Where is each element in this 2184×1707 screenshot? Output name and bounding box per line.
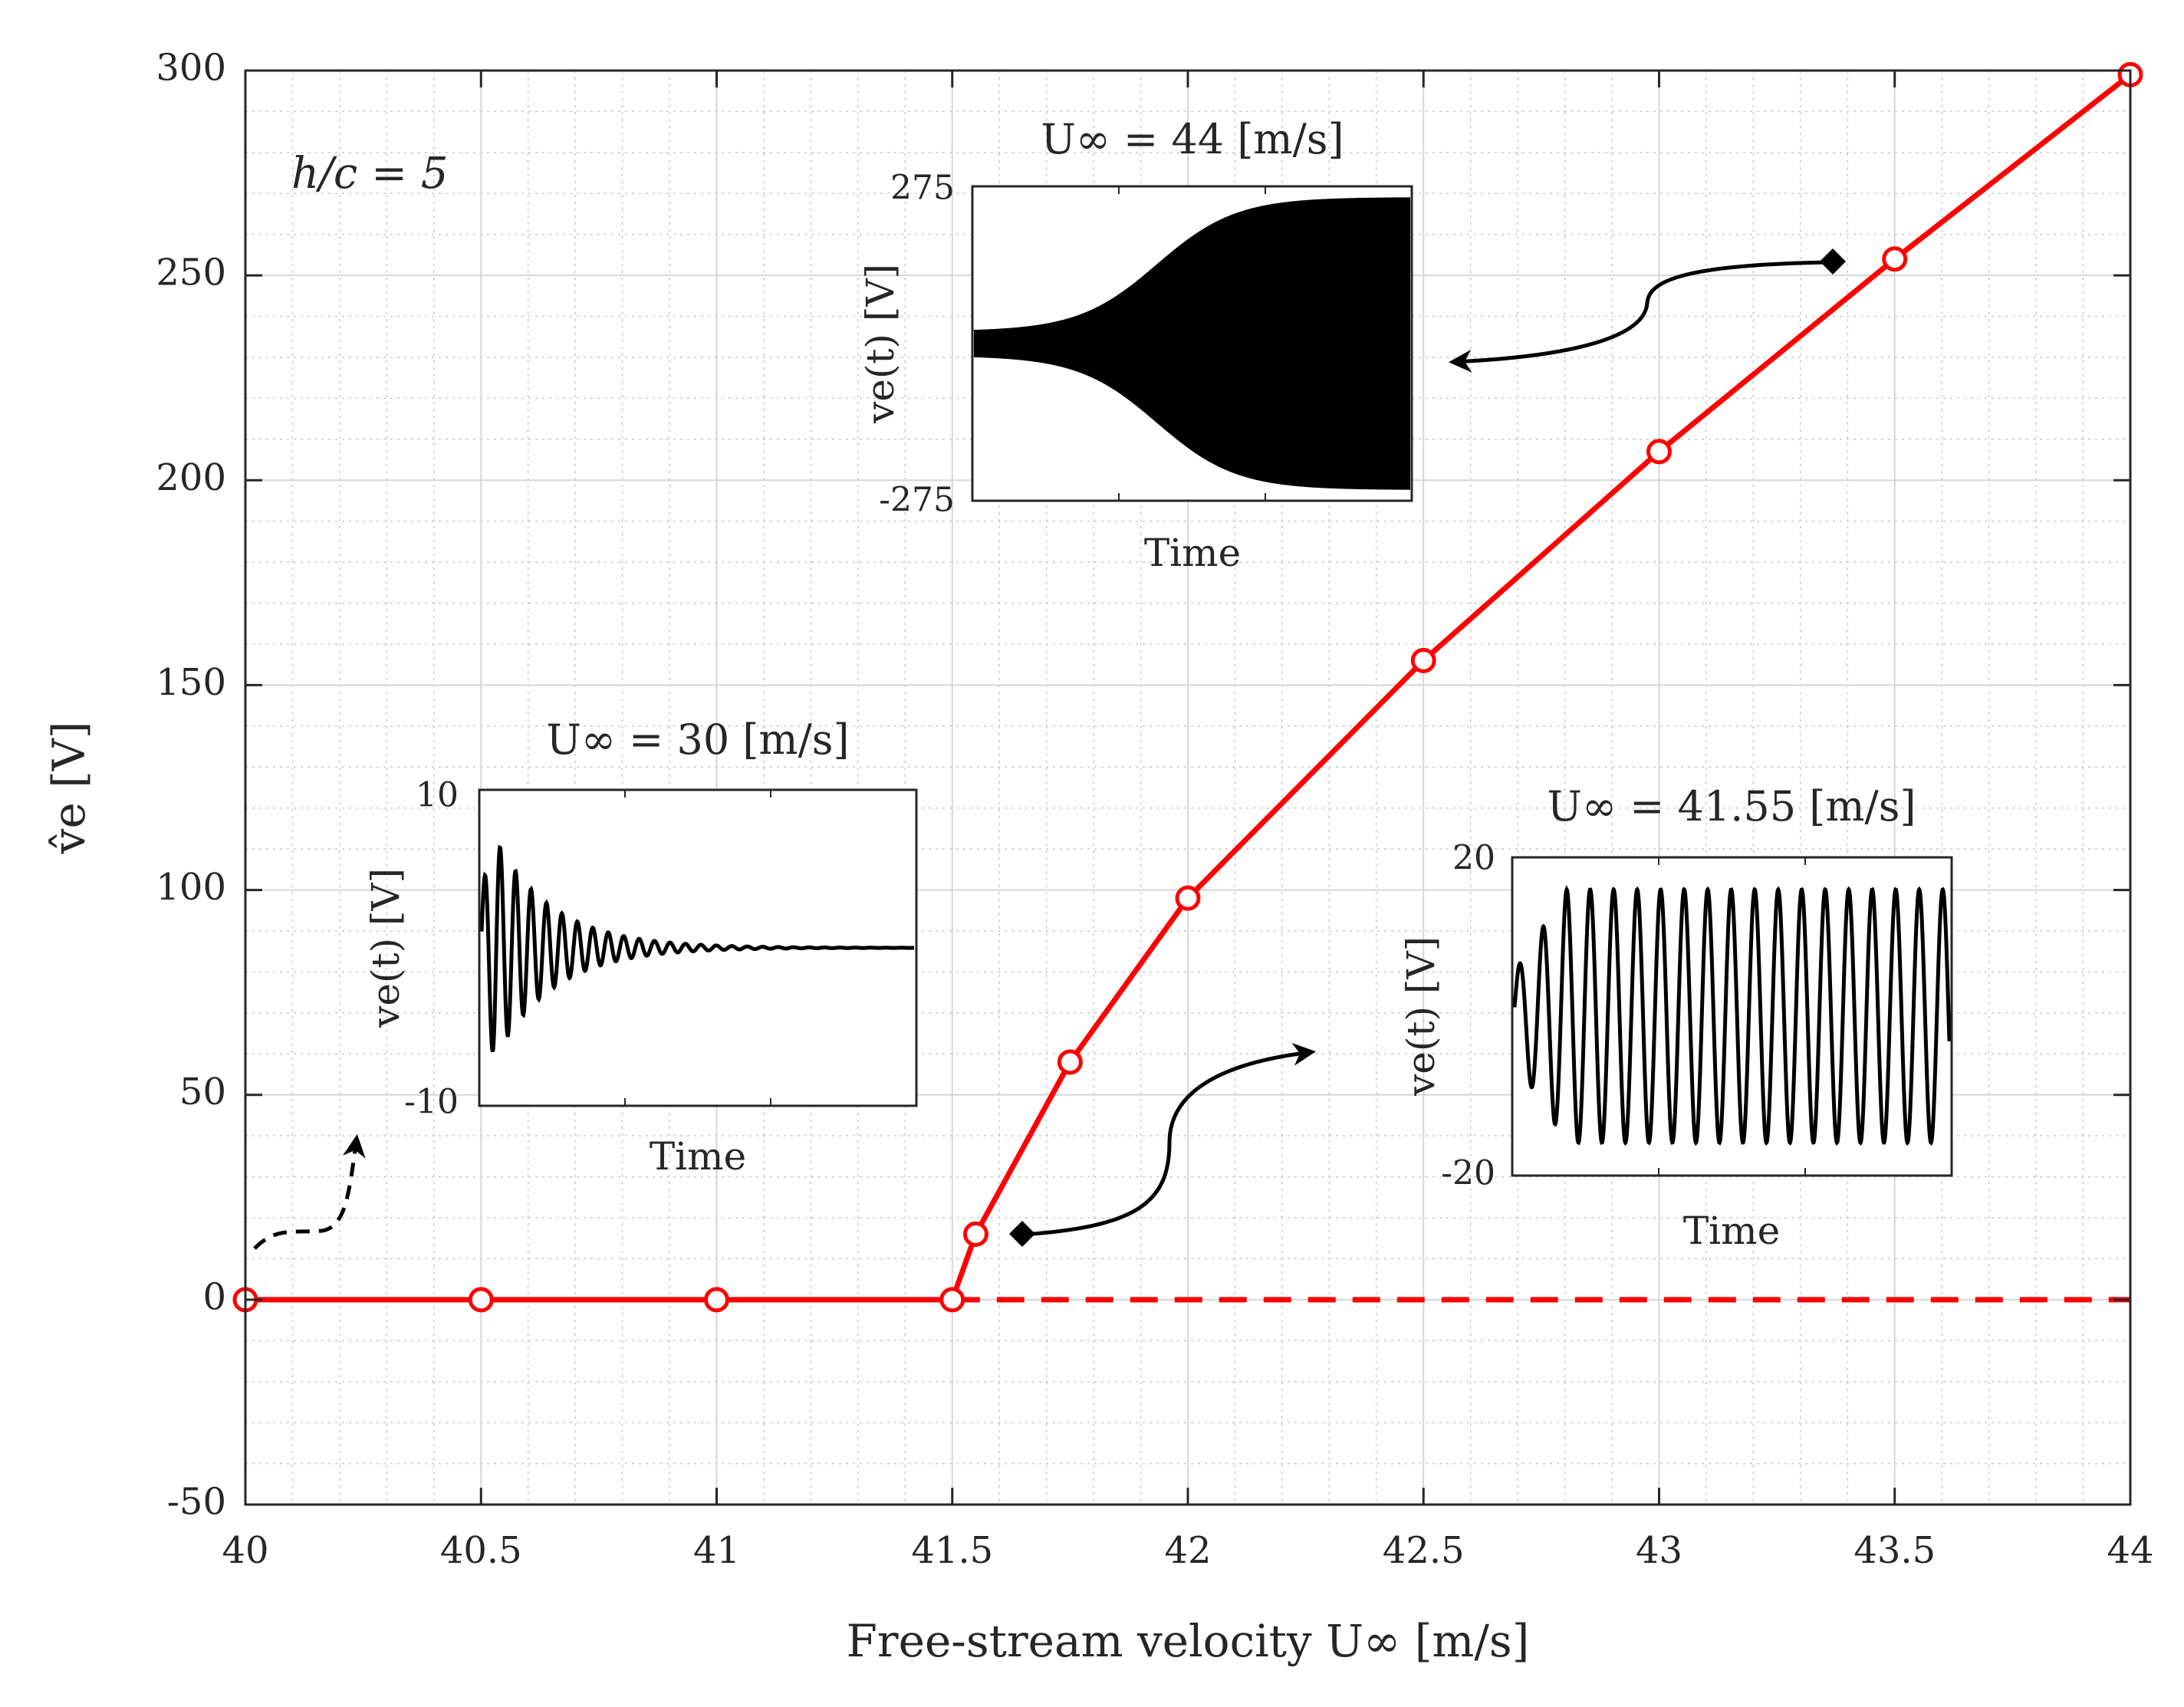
x-axis-label: Free-stream velocity U∞ [m/s] — [847, 1615, 1530, 1667]
annotation-h-c: h/c = 5 — [291, 149, 448, 199]
y-tick-label: 50 — [179, 1071, 226, 1113]
y-tick-label: -50 — [167, 1481, 226, 1524]
y-tick-label: 100 — [156, 866, 226, 909]
data-point-marker — [704, 1287, 729, 1313]
inset-41-55-signal — [1512, 885, 1952, 1146]
data-point-marker — [939, 1287, 965, 1313]
inset-30-ymin: -10 — [404, 1083, 459, 1122]
y-tick-label: 150 — [156, 661, 226, 704]
inset-44-ticks — [1118, 186, 1266, 501]
diamond-marker-41-55 — [1009, 1221, 1035, 1247]
data-point-marker — [1057, 1049, 1083, 1075]
inset-41-55-xlabel: Time — [1683, 1209, 1780, 1253]
data-point-marker — [962, 1221, 988, 1247]
inset-44-signal-envelope — [974, 197, 1410, 490]
inset-30-title: U∞ = 30 [m/s] — [546, 715, 849, 764]
inset-30-ticks — [624, 790, 771, 1106]
inset-30-ymax: 10 — [416, 776, 459, 815]
data-point-marker — [1175, 885, 1201, 911]
x-tick-label: 42.5 — [1383, 1529, 1465, 1572]
inset-41-55-ymax: 20 — [1452, 839, 1495, 878]
data-point-marker — [1410, 647, 1436, 673]
x-tick-label: 43.5 — [1853, 1529, 1936, 1572]
arrow-to-inset-41-55 — [1021, 1042, 1316, 1237]
inset-41-55-box — [1511, 856, 1953, 1177]
inset-44-ymax: 275 — [890, 169, 955, 208]
inset-44-xlabel: Time — [1144, 531, 1241, 575]
diamond-marker-44 — [1820, 248, 1846, 275]
data-point-marker — [1882, 246, 1908, 272]
y-axis-label: v̂e [V] — [43, 722, 95, 855]
x-tick-label: 41.5 — [911, 1529, 993, 1572]
x-tick-label: 40.5 — [440, 1529, 522, 1572]
y-tick-label: 300 — [156, 47, 226, 90]
inset-41-55: U∞ = 41.55 [m/s] 20 -20 Time ve(t) [V] — [1399, 782, 1953, 1253]
inset-44-ymin: -275 — [879, 481, 955, 520]
inset-41-55-title: U∞ = 41.55 [m/s] — [1547, 782, 1916, 830]
data-point-marker — [468, 1287, 494, 1313]
x-tick-label: 43 — [1636, 1529, 1682, 1572]
connector-arrows — [253, 248, 1846, 1250]
x-tick-label: 42 — [1164, 1529, 1211, 1572]
data-point-marker — [1646, 439, 1672, 465]
inset-41-55-ylabel: ve(t) [V] — [1399, 936, 1443, 1097]
inset-30-xlabel: Time — [650, 1134, 746, 1179]
y-tick-labels: 300 250 200 150 100 50 0 -50 — [156, 47, 2130, 1524]
y-tick-label: 200 — [156, 456, 226, 499]
x-tick-label: 40 — [222, 1529, 268, 1572]
arrow-to-inset-30 — [253, 1134, 366, 1250]
y-tick-label: 250 — [156, 252, 226, 294]
inset-44-ylabel: ve(t) [V] — [858, 264, 903, 424]
y-tick-label: 0 — [202, 1275, 226, 1318]
x-tick-label: 41 — [693, 1529, 740, 1572]
inset-41-55-ymin: -20 — [1441, 1154, 1495, 1193]
inset-30-ylabel: ve(t) [V] — [363, 868, 408, 1028]
inset-30-signal — [479, 844, 915, 1052]
series-layer — [232, 61, 2143, 1313]
inset-41-55-ticks — [1658, 857, 1806, 1176]
inset-44-box — [971, 185, 1413, 502]
arrow-to-inset-44 — [1449, 260, 1832, 373]
inset-30: U∞ = 30 [m/s] 10 -10 Time ve(t) [V] — [363, 715, 918, 1179]
x-tick-label: 44 — [2107, 1529, 2153, 1572]
x-tick-labels: 40 40.5 41 41.5 42 42.5 43 43.5 44 — [222, 71, 2154, 1572]
inset-44-title: U∞ = 44 [m/s] — [1041, 115, 1344, 163]
inset-44: U∞ = 44 [m/s] 275 -275 Time ve(t) [V] — [858, 115, 1413, 575]
inset-30-box — [478, 788, 918, 1107]
